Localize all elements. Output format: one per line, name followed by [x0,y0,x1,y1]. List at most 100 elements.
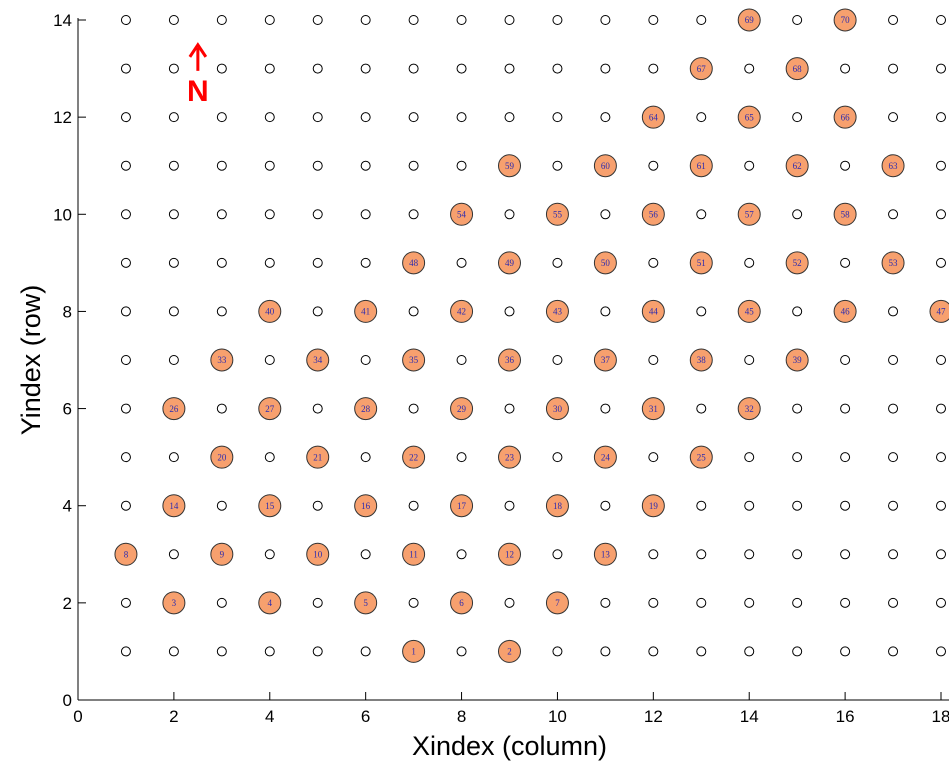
data-point: 57 [737,202,761,226]
point-marker [545,397,569,421]
data-point: 36 [498,348,521,372]
point-marker [210,445,234,469]
background-marker [552,15,563,25]
background-marker [744,597,755,608]
background-marker [312,15,323,25]
north-arrow-icon: N [187,42,209,108]
background-marker [408,500,419,511]
point-label: 45 [745,307,755,317]
point-marker [881,251,905,275]
data-point: 19 [641,494,665,518]
data-point: 5 [354,591,378,615]
data-point: 25 [689,445,713,469]
background-marker [504,15,515,25]
background-marker [600,63,611,74]
point-marker [641,299,665,323]
data-point: 23 [498,445,521,469]
north-arrow-head [188,42,208,58]
background-marker [888,549,899,560]
background-marker [120,646,131,657]
point-marker [450,202,474,226]
point-label: 44 [649,307,659,317]
background-marker [744,549,755,560]
background-marker [792,209,803,220]
background-marker [696,209,707,220]
background-marker [648,257,659,268]
point-label: 52 [793,258,802,268]
background-marker [312,209,323,220]
point-label: 49 [505,258,515,268]
background-marker [936,403,946,414]
point-label: 22 [409,452,418,462]
background-marker [456,549,467,560]
background-marker [168,63,179,74]
background-marker [600,403,611,414]
background-marker [552,112,563,123]
background-marker [936,257,946,268]
background-marker [312,597,323,608]
point-label: 58 [841,209,851,219]
background-marker [456,452,467,463]
background-marker [264,160,275,171]
background-marker [648,63,659,74]
point-marker [258,397,282,421]
background-marker [648,15,659,25]
background-marker [360,63,371,74]
data-point: 6 [450,591,474,615]
background-marker [936,597,946,608]
background-marker [840,500,851,511]
point-marker [545,299,569,323]
background-marker [264,355,275,365]
data-point: 67 [689,57,713,81]
data-point: 43 [545,299,569,323]
point-marker [785,251,809,275]
point-label: 70 [841,15,851,25]
background-marker [936,500,946,511]
background-marker [552,355,563,365]
background-marker [792,452,803,463]
background-marker [456,112,467,123]
background-marker [600,15,611,25]
point-label: 10 [313,549,323,559]
data-point: 59 [498,154,521,178]
point-marker [737,105,761,129]
background-marker [216,209,227,220]
point-label: 48 [409,258,419,268]
background-marker [552,549,563,560]
background-marker [888,209,899,220]
point-label: 66 [841,112,851,122]
point-marker [689,445,713,469]
background-marker [840,160,851,171]
background-marker [792,597,803,608]
point-label: 59 [505,161,515,171]
background-marker [840,549,851,560]
background-marker [408,306,419,317]
point-label: 2 [507,647,512,657]
background-marker [216,257,227,268]
data-point: 68 [785,57,809,81]
point-marker [498,542,521,566]
background-marker [120,209,131,220]
background-marker [792,403,803,414]
background-marker [456,257,467,268]
data-point: 1 [402,639,426,663]
point-label: 8 [124,549,129,559]
point-marker [354,299,378,323]
background-marker [600,209,611,220]
point-label: 18 [553,501,563,511]
background-marker [552,646,563,657]
point-marker [833,8,857,32]
point-label: 5 [363,598,368,608]
data-point: 56 [641,202,665,226]
x-tick-label: 4 [265,707,274,726]
point-marker [689,57,713,81]
point-label: 46 [841,307,851,317]
background-marker [696,549,707,560]
point-marker [162,494,186,518]
background-marker [312,646,323,657]
point-marker [354,494,378,518]
background-marker [312,306,323,317]
background-marker [456,63,467,74]
